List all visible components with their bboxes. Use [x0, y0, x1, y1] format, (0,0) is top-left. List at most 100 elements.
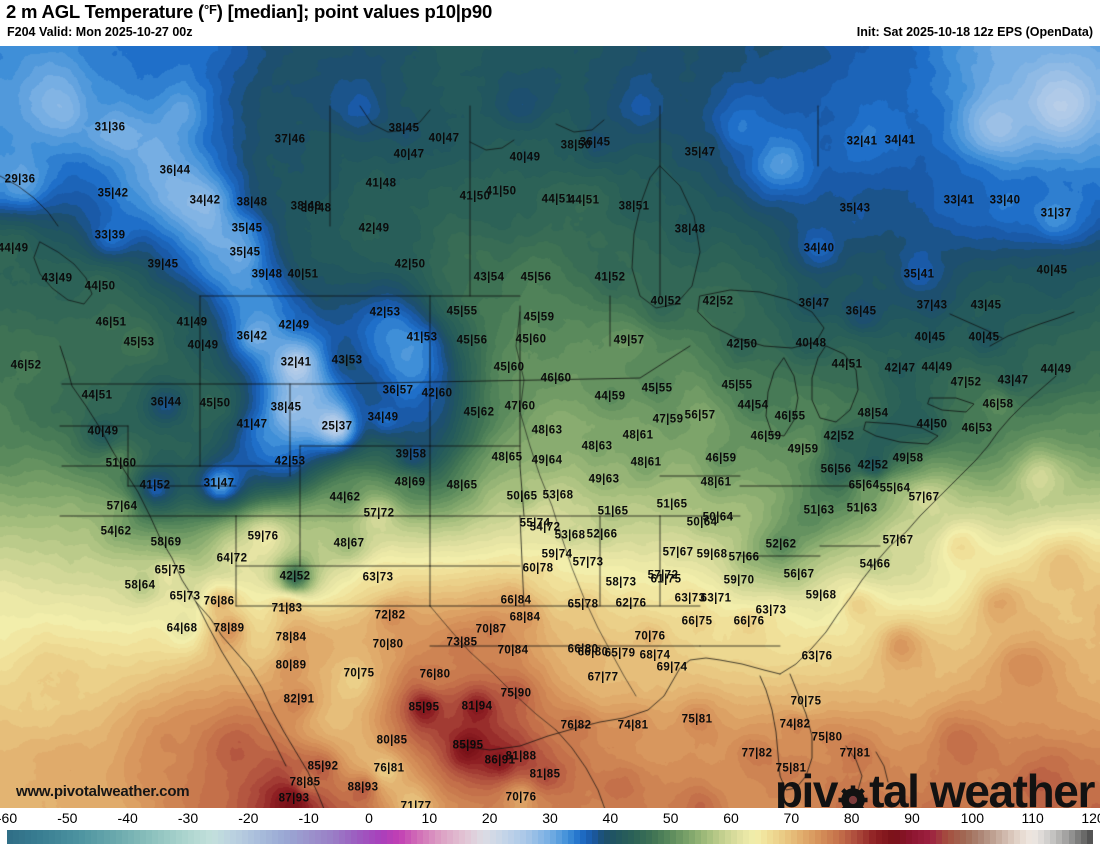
title-prefix: 2 m AGL Temperature (: [6, 1, 204, 22]
colorbar-segment: [296, 830, 303, 844]
point-value-label: 45|55: [721, 379, 753, 392]
colorbar-segment: [953, 830, 960, 844]
pivotal-weather-logo: piv tal weather: [775, 768, 1095, 808]
colorbar-segment: [326, 830, 333, 844]
title-suffix: ) [median]; point values p10|p90: [216, 1, 493, 22]
colorbar-segment: [598, 830, 605, 844]
point-value-label: 45|60: [493, 361, 525, 374]
colorbar-segment: [67, 830, 74, 844]
point-value-label: 60|78: [522, 562, 554, 575]
point-value-label: 56|56: [820, 463, 852, 476]
point-value-label: 81|94: [461, 700, 493, 713]
point-value-label: 42|49: [358, 222, 390, 235]
colorbar[interactable]: -60 -50 -40 -30 -20 -10 0 10 20 30 40 50 60 70 80 90 100…: [0, 808, 1100, 850]
point-value-label: 51|65: [656, 498, 688, 511]
site-url-watermark: www.pivotalweather.com: [16, 783, 190, 800]
colorbar-segment: [350, 830, 357, 844]
colorbar-segment: [742, 830, 749, 844]
point-value-label: 65|78: [567, 598, 599, 611]
point-value-label: 63|73: [362, 571, 394, 584]
point-value-label: 70|76: [634, 630, 666, 643]
point-value-label: 48|54: [857, 407, 889, 420]
colorbar-segment: [435, 830, 442, 844]
colorbar-segment: [959, 830, 966, 844]
weather-map[interactable]: 31|36 29|36 35|42 36|44 33|39 44|49 43|49 44|50…: [0, 46, 1100, 808]
colorbar-segment: [881, 830, 888, 844]
point-value-label: 85|92: [307, 760, 339, 773]
colorbar-tick: 10: [421, 810, 438, 826]
point-value-label: 51|63: [803, 504, 835, 517]
point-value-label: 31|36: [94, 121, 126, 134]
point-value-label: 55|64: [879, 482, 911, 495]
point-value-label: 35|43: [839, 202, 871, 215]
point-value-label: 36|45: [845, 305, 877, 318]
point-value-label: 82|91: [283, 693, 315, 706]
colorbar-segment: [206, 830, 213, 844]
temperature-raster: [0, 46, 1100, 808]
point-value-label: 44|62: [329, 491, 361, 504]
colorbar-segment: [652, 830, 659, 844]
colorbar-segment: [1026, 830, 1033, 844]
model-init-label: Init: Sat 2025-10-18 12z EPS (OpenData): [856, 25, 1093, 39]
colorbar-segment: [839, 830, 846, 844]
colorbar-tick: 50: [662, 810, 679, 826]
point-value-label: 35|45: [231, 222, 263, 235]
colorbar-segment: [628, 830, 635, 844]
colorbar-segment: [61, 830, 68, 844]
point-value-label: 88|93: [347, 781, 379, 794]
point-value-label: 57|64: [106, 500, 138, 513]
colorbar-segment: [163, 830, 170, 844]
point-value-label: 42|47: [884, 362, 916, 375]
colorbar-segment: [851, 830, 858, 844]
colorbar-segment: [386, 830, 393, 844]
colorbar-segment: [984, 830, 991, 844]
point-value-label: 42|53: [369, 306, 401, 319]
point-value-label: 63|73: [674, 592, 706, 605]
title-degree-unit: °F: [203, 2, 217, 17]
colorbar-segment: [266, 830, 273, 844]
point-value-label: 41|47: [236, 418, 268, 431]
point-value-label: 36|42: [236, 330, 268, 343]
point-value-label: 31|47: [203, 477, 235, 490]
colorbar-tick: 90: [904, 810, 920, 826]
colorbar-segment: [664, 830, 671, 844]
point-value-label: 80|89: [275, 659, 307, 672]
point-value-label: 49|59: [787, 443, 819, 456]
colorbar-segment: [604, 830, 611, 844]
point-value-label: 47|59: [652, 413, 684, 426]
forecast-valid-label: F204 Valid: Mon 2025-10-27 00z: [7, 25, 193, 39]
colorbar-segment: [399, 830, 406, 844]
point-value-label: 33|40: [989, 194, 1021, 207]
colorbar-segment: [314, 830, 321, 844]
point-value-label: 42|50: [726, 338, 758, 351]
point-value-label: 73|85: [446, 636, 478, 649]
colorbar-segment: [260, 830, 267, 844]
colorbar-segment: [362, 830, 369, 844]
point-value-label: 40|49: [509, 151, 541, 164]
point-value-label: 61|75: [650, 573, 682, 586]
point-value-label: 43|45: [970, 299, 1002, 312]
colorbar-segment: [803, 830, 810, 844]
colorbar-segment: [543, 830, 550, 844]
point-value-label: 42|50: [394, 258, 426, 271]
point-value-label: 45|59: [523, 311, 555, 324]
point-value-label: 36|47: [798, 297, 830, 310]
colorbar-segment: [7, 830, 14, 844]
point-value-label: 41|50: [485, 185, 517, 198]
colorbar-segment: [573, 830, 580, 844]
point-value-label: 45|56: [520, 271, 552, 284]
colorbar-segment: [610, 830, 617, 844]
point-value-label: 41|52: [594, 271, 626, 284]
point-value-label: 49|64: [531, 454, 563, 467]
point-value-label: 76|80: [419, 668, 451, 681]
point-value-label: 40|47: [393, 148, 425, 161]
colorbar-segment: [947, 830, 954, 844]
page-title: 2 m AGL Temperature (°F) [median]; point…: [6, 1, 492, 23]
colorbar-tick: 70: [783, 810, 800, 826]
point-value-label: 75|90: [500, 687, 532, 700]
colorbar-segment: [622, 830, 629, 844]
point-value-label: 70|75: [790, 695, 822, 708]
colorbar-segment: [845, 830, 852, 844]
colorbar-segment: [157, 830, 164, 844]
colorbar-segment: [996, 830, 1003, 844]
